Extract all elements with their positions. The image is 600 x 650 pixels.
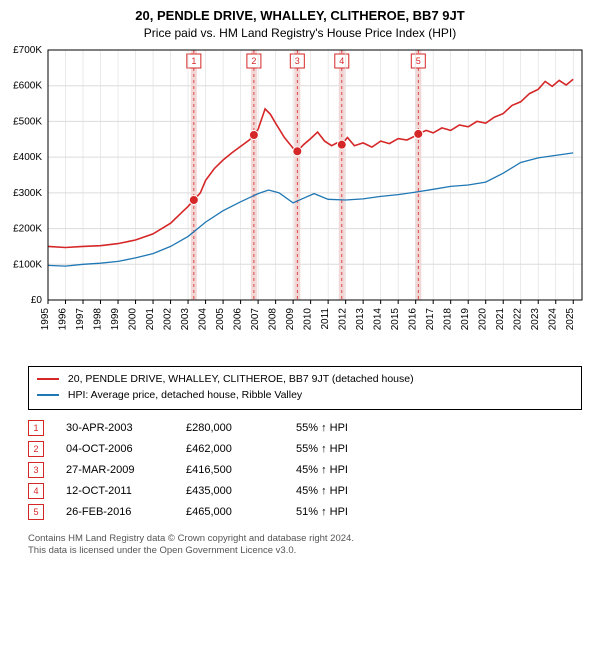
sales-table: 1 30-APR-2003£280,00055% ↑ HPI 2 04-OCT-200… [28,420,600,525]
svg-text:2002: 2002 [163,308,174,331]
svg-text:2011: 2011 [320,308,331,330]
sale-price: £465,000 [186,506,296,518]
svg-text:2021: 2021 [495,308,506,331]
svg-text:1997: 1997 [75,308,86,331]
svg-text:2018: 2018 [443,308,454,331]
svg-text:2014: 2014 [373,308,384,331]
svg-text:2017: 2017 [425,308,436,331]
title-sub: Price paid vs. HM Land Registry's House … [0,26,600,40]
sale-date: 30-APR-2003 [66,422,186,434]
svg-text:2024: 2024 [548,308,559,331]
sale-date: 26-FEB-2016 [66,506,186,518]
svg-text:2019: 2019 [460,308,471,331]
svg-text:2007: 2007 [250,308,261,331]
sale-row: 1 30-APR-2003£280,00055% ↑ HPI [28,420,600,436]
svg-text:2016: 2016 [408,308,419,331]
svg-text:2001: 2001 [145,308,156,331]
sale-delta: 55% ↑ HPI [296,443,416,455]
svg-text:2008: 2008 [268,308,279,331]
price-chart-svg: £0 £100K £200K £300K £400K £500K £600K £700K 1 2 3… [0,40,600,360]
svg-text:£600K: £600K [13,81,42,92]
sale-delta: 45% ↑ HPI [296,485,416,497]
svg-text:1999: 1999 [110,308,121,331]
svg-text:2023: 2023 [530,308,541,331]
svg-text:£500K: £500K [13,116,42,127]
svg-text:£700K: £700K [13,45,42,56]
svg-text:3: 3 [295,56,300,66]
sale-date: 04-OCT-2006 [66,443,186,455]
chart-area: £0 £100K £200K £300K £400K £500K £600K £700K 1 2 3… [0,40,600,360]
svg-text:2013: 2013 [355,308,366,331]
sale-marker-box: 1 [28,420,44,436]
sale-price: £435,000 [186,485,296,497]
svg-text:2009: 2009 [285,308,296,331]
legend: 20, PENDLE DRIVE, WHALLEY, CLITHEROE, BB… [28,366,582,410]
sale-delta: 55% ↑ HPI [296,422,416,434]
svg-text:£400K: £400K [13,152,42,163]
sale-marker-box: 5 [28,504,44,520]
title-block: 20, PENDLE DRIVE, WHALLEY, CLITHEROE, BB… [0,0,600,40]
footnote-line-1: Contains HM Land Registry data © Crown c… [28,533,582,546]
footnote: Contains HM Land Registry data © Crown c… [28,533,582,559]
svg-text:2005: 2005 [215,308,226,331]
svg-text:£100K: £100K [13,259,42,270]
svg-text:£200K: £200K [13,224,42,235]
svg-text:4: 4 [339,56,344,66]
sale-row: 3 27-MAR-2009£416,50045% ↑ HPI [28,462,600,478]
sale-row: 5 26-FEB-2016£465,00051% ↑ HPI [28,504,600,520]
svg-text:2010: 2010 [303,308,314,331]
sale-date: 27-MAR-2009 [66,464,186,476]
svg-text:£300K: £300K [13,188,42,199]
legend-label-property: 20, PENDLE DRIVE, WHALLEY, CLITHEROE, BB… [68,373,414,385]
legend-label-hpi: HPI: Average price, detached house, Ribb… [68,389,302,401]
sale-date: 12-OCT-2011 [66,485,186,497]
legend-item-property: 20, PENDLE DRIVE, WHALLEY, CLITHEROE, BB… [37,372,573,388]
svg-text:1998: 1998 [93,308,104,331]
sale-delta: 51% ↑ HPI [296,506,416,518]
svg-text:1: 1 [191,56,196,66]
legend-swatch-hpi [37,394,59,396]
sale-delta: 45% ↑ HPI [296,464,416,476]
svg-text:2000: 2000 [128,308,139,331]
legend-item-hpi: HPI: Average price, detached house, Ribb… [37,388,573,404]
legend-swatch-property [37,378,59,380]
svg-text:2: 2 [251,56,256,66]
svg-text:2003: 2003 [180,308,191,331]
svg-text:5: 5 [416,56,421,66]
svg-text:1995: 1995 [40,308,51,331]
sale-price: £280,000 [186,422,296,434]
sale-marker-box: 3 [28,462,44,478]
sale-row: 4 12-OCT-2011£435,00045% ↑ HPI [28,483,600,499]
svg-text:2020: 2020 [478,308,489,331]
svg-text:2012: 2012 [338,308,349,331]
svg-text:2015: 2015 [390,308,401,331]
svg-text:2004: 2004 [198,308,209,331]
sale-row: 2 04-OCT-2006£462,00055% ↑ HPI [28,441,600,457]
sale-marker-box: 2 [28,441,44,457]
chart-container: 20, PENDLE DRIVE, WHALLEY, CLITHEROE, BB… [0,0,600,650]
sale-price: £416,500 [186,464,296,476]
svg-text:2025: 2025 [565,308,576,331]
sale-price: £462,000 [186,443,296,455]
svg-text:1996: 1996 [58,308,69,331]
svg-text:2006: 2006 [233,308,244,331]
svg-text:2022: 2022 [513,308,524,331]
title-main: 20, PENDLE DRIVE, WHALLEY, CLITHEROE, BB… [0,8,600,23]
svg-text:£0: £0 [31,295,43,306]
sale-marker-box: 4 [28,483,44,499]
footnote-line-2: This data is licensed under the Open Gov… [28,545,582,558]
